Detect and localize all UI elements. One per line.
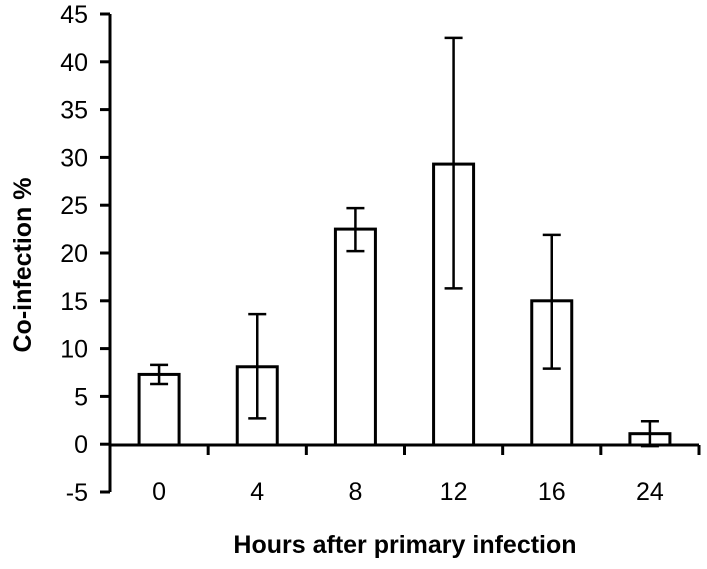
error-bar-4 [248, 312, 267, 420]
y-tick-label: 30 [60, 144, 88, 172]
error-bar-0 [150, 363, 169, 386]
x-tick-label: 24 [636, 478, 664, 506]
x-axis-title: Hours after primary infection [233, 531, 576, 559]
y-tick-label: 20 [60, 240, 88, 268]
y-tick-label: -5 [66, 479, 88, 507]
x-axis: 0 4 8 12 16 24 [110, 443, 701, 506]
y-axis-title: Co-infection % [9, 178, 37, 353]
error-bar-24 [640, 420, 659, 448]
y-tick-label: 0 [74, 431, 88, 459]
y-tick-label: 25 [60, 192, 88, 220]
error-bar-8 [346, 206, 365, 253]
y-tick-label: 35 [60, 97, 88, 125]
error-bar-16 [542, 233, 561, 370]
y-tick-label: 15 [60, 288, 88, 316]
bars [137, 162, 672, 447]
y-tick-label: 10 [60, 336, 88, 364]
y-tick-label: 40 [60, 49, 88, 77]
y-tick-label: 45 [60, 1, 88, 29]
x-tick-label: 16 [538, 478, 566, 506]
x-tick-label: 4 [250, 478, 264, 506]
error-bar-12 [444, 36, 463, 290]
bar-8 [333, 227, 377, 447]
error-bars [150, 36, 659, 448]
x-tick-label: 0 [152, 478, 166, 506]
x-tick-label: 12 [440, 478, 468, 506]
y-axis: -5 0 5 10 15 20 25 30 35 40 45 [60, 1, 112, 507]
y-tick-label: 5 [74, 383, 88, 411]
x-tick-label: 8 [348, 478, 362, 506]
